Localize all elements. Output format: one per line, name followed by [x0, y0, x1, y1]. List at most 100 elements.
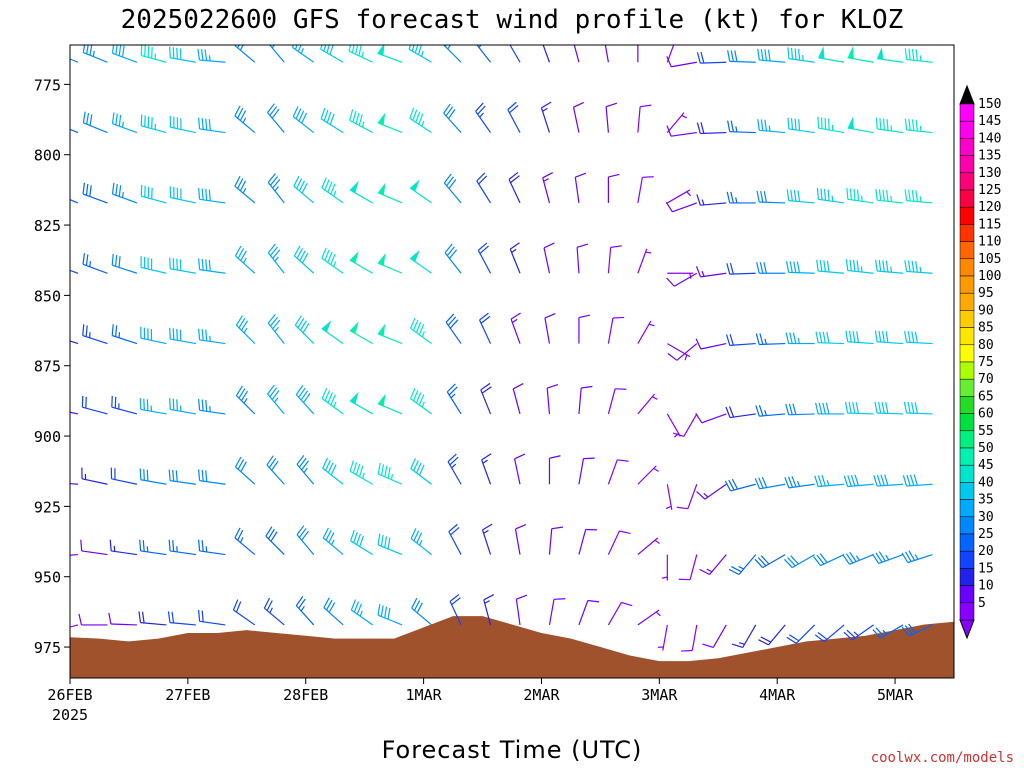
- wind-barb: [904, 260, 933, 274]
- wind-barb: [847, 116, 874, 134]
- wind-barb: [267, 243, 285, 274]
- wind-barb: [572, 101, 585, 133]
- wind-barb: [377, 182, 403, 204]
- colorbar-swatch: [959, 292, 975, 311]
- x-tick-label: 28FEB: [283, 686, 328, 704]
- colorbar-swatch: [959, 396, 975, 414]
- wind-barb: [234, 105, 256, 134]
- wind-barb: [82, 324, 108, 345]
- colorbar-swatch: [959, 275, 975, 294]
- wind-barb: [348, 45, 373, 63]
- wind-barb: [726, 191, 756, 204]
- wind-barb: [637, 609, 661, 626]
- wind-barb: [573, 45, 580, 63]
- colorbar-swatch: [959, 361, 975, 380]
- x-tick-label: 1MAR: [406, 686, 443, 704]
- wind-barb: [140, 114, 167, 134]
- wind-barb: [296, 525, 315, 555]
- wind-barb: [320, 45, 344, 63]
- wind-barb: [843, 474, 874, 488]
- x-tick-label: 3MAR: [641, 686, 678, 704]
- colorbar-swatch: [959, 310, 975, 328]
- colorbar-swatch: [959, 258, 975, 277]
- wind-barb: [875, 117, 904, 134]
- wind-barb: [757, 48, 786, 63]
- wind-barb: [667, 343, 691, 361]
- wind-barb: [604, 45, 609, 63]
- wind-barb: [847, 46, 874, 63]
- wind-barb: [509, 45, 521, 63]
- wind-barb: [70, 624, 79, 628]
- wind-barb: [267, 103, 285, 133]
- wind-barb: [725, 406, 756, 419]
- wind-barb: [785, 403, 815, 416]
- wind-barb: [904, 189, 933, 204]
- wind-barb: [70, 199, 79, 204]
- wind-barb: [605, 102, 618, 133]
- wind-barb: [637, 248, 652, 274]
- wind-barb: [410, 317, 432, 345]
- wind-barb: [111, 182, 138, 204]
- x-tick-label: 26FEB: [47, 686, 92, 704]
- colorbar-label: 125: [978, 183, 1001, 198]
- wind-barb: [666, 56, 697, 68]
- x-tick-sublabel: 2025: [52, 706, 88, 724]
- y-tick-label: 775: [34, 76, 61, 94]
- y-tick-label: 975: [34, 639, 61, 657]
- wind-barb: [784, 554, 815, 569]
- wind-barb: [349, 460, 373, 485]
- wind-barb: [197, 48, 226, 63]
- wind-barb: [680, 624, 698, 652]
- wind-barb: [901, 623, 933, 637]
- wind-barb: [666, 45, 675, 63]
- wind-barb: [843, 624, 874, 641]
- wind-barb: [323, 597, 344, 626]
- wind-barb: [665, 484, 673, 510]
- wind-barb: [267, 173, 285, 204]
- wind-barb: [169, 327, 196, 345]
- wind-barb: [666, 112, 688, 133]
- wind-barb: [607, 459, 629, 485]
- colorbar-label: 150: [978, 97, 1001, 112]
- wind-barb: [476, 45, 492, 63]
- wind-barb: [696, 483, 727, 500]
- wind-barb: [377, 533, 403, 556]
- wind-barb: [296, 454, 315, 485]
- wind-barb: [70, 553, 79, 556]
- colorbar-swatch: [959, 172, 975, 191]
- wind-barb: [295, 385, 315, 415]
- x-axis: 26FEB 2025 27FEB 28FEB 1MAR 2MAR 3MAR 4MAR 5MAR: [47, 678, 914, 724]
- wind-barb: [874, 401, 904, 415]
- wind-barb: [140, 326, 167, 345]
- wind-barb: [198, 539, 226, 556]
- wind-barb: [814, 624, 845, 643]
- wind-barb: [409, 107, 432, 134]
- wind-barb: [872, 551, 904, 565]
- colorbar-swatch: [959, 482, 975, 500]
- wind-barb: [699, 554, 727, 576]
- wind-barb: [320, 107, 344, 134]
- wind-barb: [695, 338, 727, 350]
- wind-barb: [667, 343, 698, 361]
- colorbar-label: 30: [978, 510, 994, 525]
- wind-barb: [872, 624, 904, 639]
- chart-title: 2025022600 GFS forecast wind profile (kt…: [121, 5, 904, 35]
- wind-barb: [263, 597, 285, 626]
- wind-barb: [873, 474, 904, 487]
- wind-barb: [481, 453, 492, 485]
- wind-barb: [234, 456, 256, 485]
- wind-barb: [672, 413, 698, 438]
- wind-barb: [477, 242, 492, 274]
- wind-barb: [169, 46, 196, 63]
- wind-barb: [514, 524, 527, 555]
- wind-barb: [377, 45, 403, 63]
- colorbar-label: 90: [978, 303, 994, 318]
- wind-barb: [350, 599, 374, 626]
- colorbar-label: 100: [978, 269, 1001, 284]
- colorbar-label: 40: [978, 475, 994, 490]
- colorbar-label: 50: [978, 441, 994, 456]
- y-tick-label: 875: [34, 358, 61, 376]
- colorbar-swatch: [959, 533, 975, 552]
- wind-barb: [510, 312, 521, 344]
- colorbar-label: 105: [978, 252, 1001, 267]
